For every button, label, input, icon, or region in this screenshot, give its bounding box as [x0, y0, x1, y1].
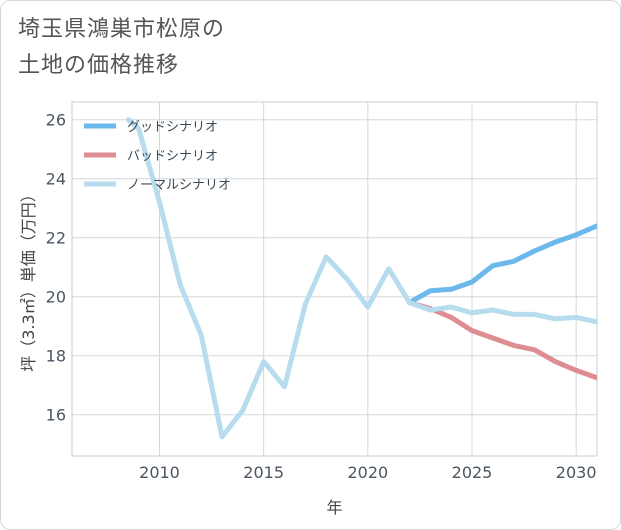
- title-line-2: 土地の価格推移: [18, 53, 180, 78]
- series-line-3: [125, 117, 597, 440]
- x-tick-label: 2020: [347, 463, 388, 482]
- legend-label: グッドシナリオ: [127, 120, 218, 135]
- x-tick-label: 2010: [139, 463, 180, 482]
- chart-title: 埼玉県鴻巣市松原の 土地の価格推移: [18, 12, 225, 84]
- legend-label: バッドシナリオ: [127, 149, 218, 164]
- y-axis-title: 坪（3.3㎡）単価（万円）: [19, 186, 38, 371]
- x-tick-label: 2025: [452, 463, 493, 482]
- title-line-1: 埼玉県鴻巣市松原の: [18, 17, 226, 42]
- series-lines: [125, 117, 597, 440]
- series-line-1: [407, 223, 597, 306]
- y-tick-label: 16: [46, 406, 66, 425]
- y-tick-label: 22: [46, 229, 66, 248]
- x-axis-title: 年: [326, 498, 342, 517]
- tick-labels: 2010 2015 2020 2025 2030 16 18 20 22 24 26: [46, 111, 597, 482]
- y-tick-label: 26: [46, 111, 66, 130]
- y-tick-label: 18: [46, 347, 66, 366]
- series-line-2: [407, 300, 597, 381]
- x-tick-label: 2015: [243, 463, 284, 482]
- y-tick-label: 24: [46, 170, 66, 189]
- y-tick-label: 20: [46, 288, 66, 307]
- x-tick-label: 2030: [556, 463, 597, 482]
- legend-label: ノーマルシナリオ: [127, 178, 231, 193]
